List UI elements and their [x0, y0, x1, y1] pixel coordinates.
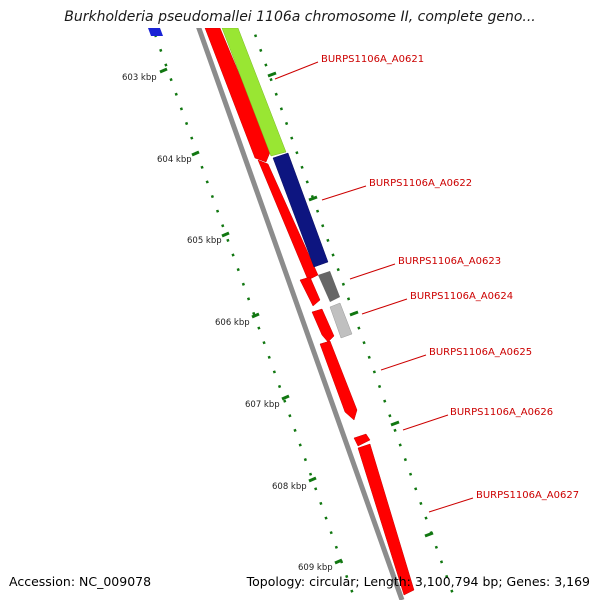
gene-a0624-forward	[329, 302, 353, 339]
outer-tick-ring	[251, 28, 457, 600]
gene-block-blue-top	[148, 28, 163, 36]
gene-a0621-forward	[221, 28, 287, 157]
gene-a0627-block	[357, 443, 415, 596]
gene-label-a0627: BURPS1106A_A0627	[476, 490, 579, 501]
topology-summary: Topology: circular; Length: 3,100,794 bp…	[246, 574, 590, 589]
tick-label-608: 608 kbp	[272, 482, 307, 492]
gene-label-a0625: BURPS1106A_A0625	[429, 347, 532, 358]
gene-a0623-block	[299, 276, 321, 307]
gene-labels: BURPS1106A_A0621 BURPS1106A_A0622 BURPS1…	[321, 54, 579, 501]
gene-a0625-block	[319, 340, 358, 421]
gene-a0622-forward	[272, 152, 329, 268]
gene-a0623-forward	[318, 271, 340, 302]
accession-text: Accession: NC_009078	[9, 574, 152, 589]
backbone-line	[196, 28, 405, 600]
gene-label-a0623: BURPS1106A_A0623	[398, 256, 501, 267]
gene-a0621-reverse	[204, 28, 272, 163]
gene-label-a0624: BURPS1106A_A0624	[410, 291, 513, 302]
gene-leader-lines	[274, 61, 474, 513]
tick-label-609: 609 kbp	[298, 563, 333, 573]
tick-labels: 603 kbp 604 kbp 605 kbp 606 kbp 607 kbp …	[122, 73, 333, 573]
inner-tick-ring	[151, 28, 357, 600]
tick-label-604: 604 kbp	[157, 155, 192, 165]
tick-label-606: 606 kbp	[215, 318, 250, 328]
tick-label-603: 603 kbp	[122, 73, 157, 83]
map-title: Burkholderia pseudomallei 1106a chromoso…	[64, 9, 536, 25]
inner-major-ticks	[159, 67, 343, 565]
gene-a0626-block	[353, 433, 371, 447]
gene-label-a0626: BURPS1106A_A0626	[450, 407, 553, 418]
outer-major-ticks	[267, 71, 434, 538]
tick-label-607: 607 kbp	[245, 400, 280, 410]
gene-label-a0621: BURPS1106A_A0621	[321, 54, 424, 65]
tick-label-605: 605 kbp	[187, 236, 222, 246]
gene-label-a0622: BURPS1106A_A0622	[369, 178, 472, 189]
gene-a0624-block	[311, 308, 335, 343]
